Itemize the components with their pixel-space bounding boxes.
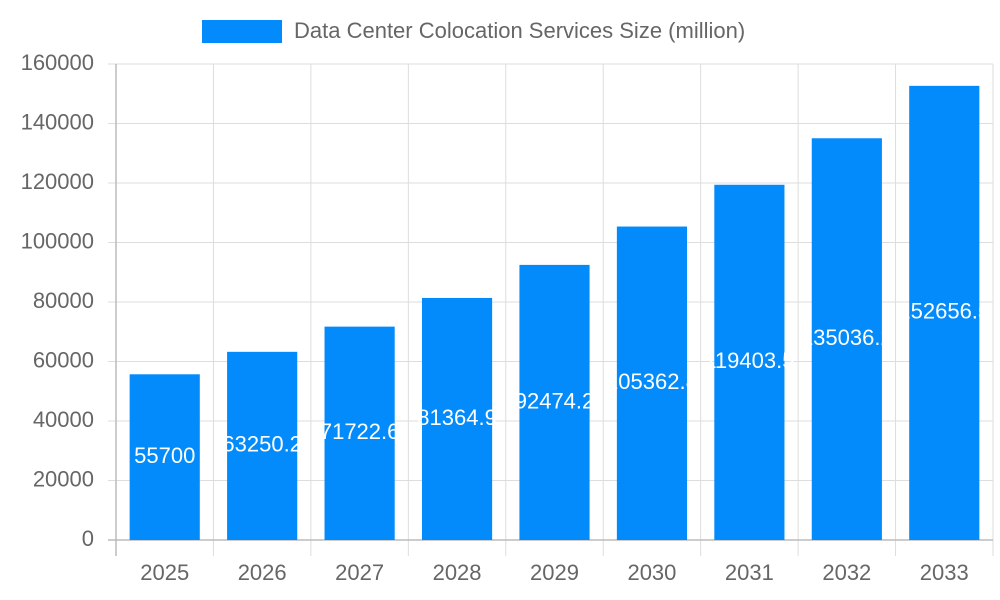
legend-label: Data Center Colocation Services Size (mi… xyxy=(294,18,745,43)
y-tick-label: 160000 xyxy=(21,50,94,75)
data-label: 55700 xyxy=(134,443,195,468)
data-label: 135036.2 xyxy=(801,325,893,350)
data-label: 92474.2 xyxy=(515,388,595,413)
y-tick-label: 20000 xyxy=(33,466,94,491)
x-tick-label: 2030 xyxy=(627,560,676,585)
data-label: 63250.2 xyxy=(222,432,302,457)
x-tick-label: 2026 xyxy=(238,560,287,585)
y-tick-label: 0 xyxy=(82,526,94,551)
y-tick-label: 60000 xyxy=(33,347,94,372)
y-tick-label: 80000 xyxy=(33,288,94,313)
y-tick-label: 40000 xyxy=(33,407,94,432)
x-tick-label: 2027 xyxy=(335,560,384,585)
data-label: 81364.9 xyxy=(417,405,497,430)
x-tick-label: 2028 xyxy=(433,560,482,585)
bar xyxy=(421,297,493,540)
bar xyxy=(616,226,688,541)
legend-swatch xyxy=(202,20,282,43)
data-label: 105362.8 xyxy=(606,369,698,394)
x-tick-label: 2025 xyxy=(140,560,189,585)
data-label: 71722.6 xyxy=(320,419,400,444)
y-tick-label: 100000 xyxy=(21,228,94,253)
bar xyxy=(811,138,882,540)
x-tick-label: 2033 xyxy=(920,560,969,585)
bar xyxy=(129,374,200,540)
bar xyxy=(227,351,298,540)
x-tick-label: 2032 xyxy=(822,560,871,585)
y-tick-label: 140000 xyxy=(21,109,94,134)
x-tick-label: 2029 xyxy=(530,560,579,585)
data-label: 152656.5 xyxy=(898,299,990,324)
bar xyxy=(519,264,590,540)
y-tick-label: 120000 xyxy=(21,169,94,194)
bar xyxy=(909,85,980,540)
x-tick-label: 2031 xyxy=(725,560,774,585)
bar xyxy=(324,326,395,540)
bar xyxy=(714,184,785,540)
data-label: 119403.5 xyxy=(704,348,794,373)
